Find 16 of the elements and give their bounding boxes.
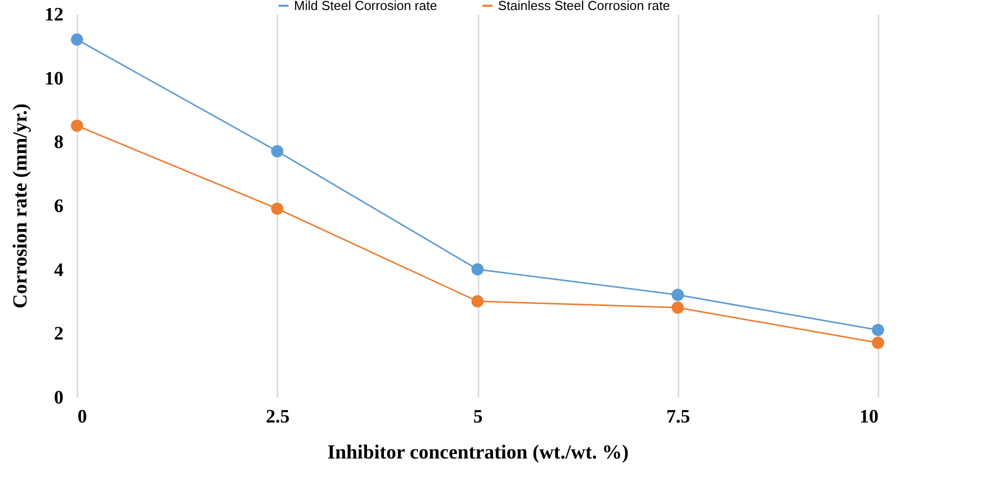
y-tick-label: 8 [54,132,64,154]
x-tick-label: 0 [78,406,87,428]
legend-label: Mild Steel Corrosion rate [294,0,438,13]
y-tick-label: 10 [44,68,64,90]
y-axis-title: Corrosion rate (mm/yr.) [10,104,32,308]
y-tick-label: 4 [54,260,64,281]
y-tick-label: 6 [54,196,64,217]
y-tick-label: 2 [54,324,64,345]
x-tick-label: 5 [473,406,483,428]
legend-label: Stainless Steel Corrosion rate [498,0,670,13]
x-tick-label: 7.5 [666,406,690,428]
y-tick-label: 12 [44,4,64,26]
x-tick-label: 2.5 [266,406,290,428]
y-tick-label: 0 [54,388,64,408]
x-axis-title: Inhibitor concentration (wt./wt. %) [327,442,629,464]
x-tick-label: 10 [860,406,878,428]
